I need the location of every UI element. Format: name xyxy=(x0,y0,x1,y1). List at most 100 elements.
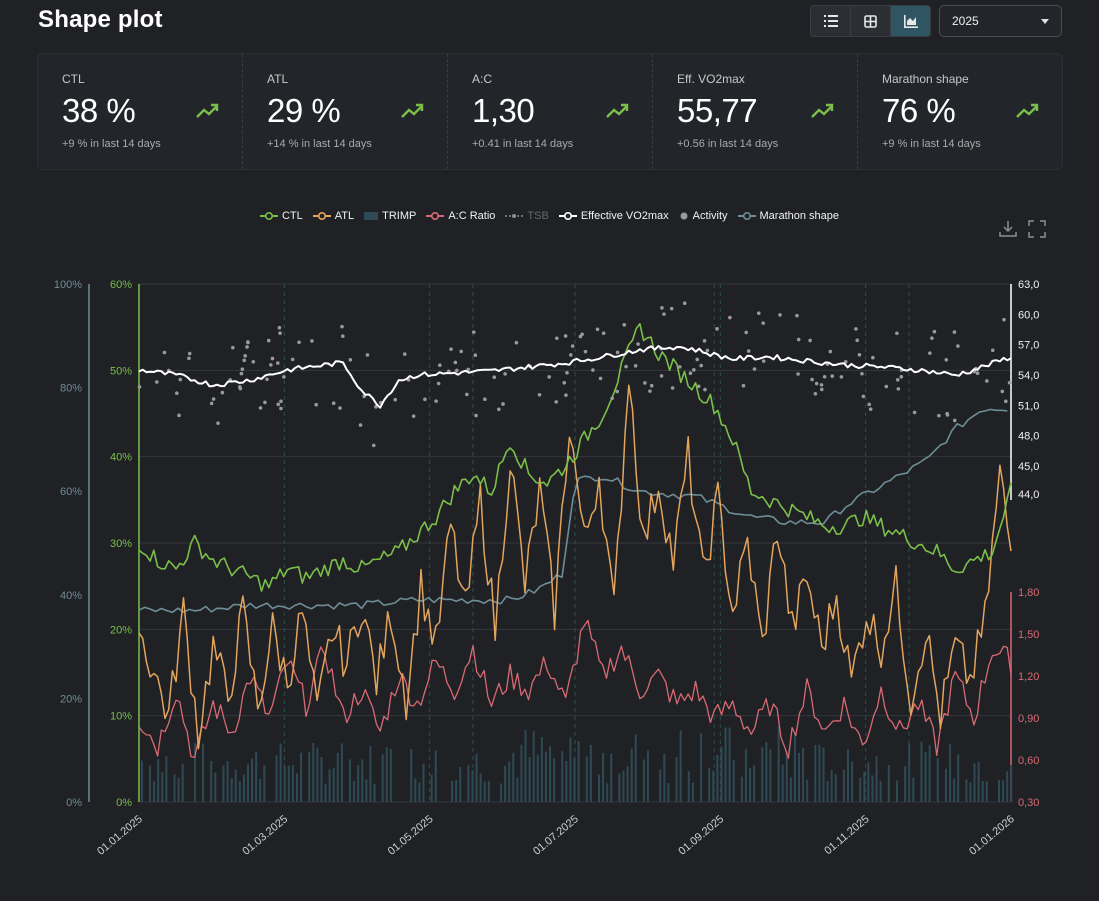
grid-view-button[interactable] xyxy=(851,6,891,36)
activity-point xyxy=(243,354,247,358)
trimp-bar xyxy=(598,774,601,802)
activity-point xyxy=(537,393,542,397)
legend-item-vo2[interactable]: Effective VO2max xyxy=(558,210,669,222)
trimp-bar xyxy=(667,783,670,802)
trimp-bar xyxy=(908,743,911,802)
activity-point xyxy=(975,371,980,376)
trimp-bar xyxy=(467,765,470,802)
activity-point xyxy=(554,400,558,404)
activity-point xyxy=(265,377,269,382)
activity-point xyxy=(436,381,441,386)
activity-point xyxy=(839,375,844,379)
trimp-bar xyxy=(471,770,474,802)
list-view-button[interactable] xyxy=(811,6,851,36)
legend-label: TSB xyxy=(527,210,549,222)
activity-point xyxy=(715,327,719,331)
trimp-bar xyxy=(422,763,425,802)
trimp-bar xyxy=(312,742,315,802)
activity-point xyxy=(944,357,949,362)
activity-point xyxy=(466,367,470,372)
axis-tick-load: 10% xyxy=(110,711,132,723)
trimp-bar xyxy=(177,777,180,802)
chevron-down-icon xyxy=(1041,18,1049,24)
trimp-bar xyxy=(161,772,164,802)
trimp-bar xyxy=(585,756,588,802)
trimp-bar xyxy=(630,748,633,802)
trimp-bar xyxy=(320,757,323,802)
activity-point xyxy=(276,402,281,407)
trimp-bar xyxy=(418,782,421,802)
activity-point xyxy=(591,368,595,372)
trimp-bar xyxy=(789,777,792,802)
axis-tick-load: 20% xyxy=(110,624,132,636)
trimp-bar xyxy=(642,759,645,802)
legend-item-ctl[interactable]: CTL xyxy=(259,210,303,222)
legend-item-activity[interactable]: Activity xyxy=(679,210,728,222)
activity-point xyxy=(871,355,875,360)
axis-tick-vo2: 63,0 xyxy=(1018,279,1039,291)
kpi-value: 38 % xyxy=(62,92,136,129)
trimp-bar xyxy=(153,781,156,802)
activity-point xyxy=(177,413,181,418)
trimp-bar xyxy=(1010,764,1013,802)
trimp-bar xyxy=(749,768,752,802)
activity-point xyxy=(930,336,934,340)
axis-tick-vo2: 51,0 xyxy=(1018,400,1039,412)
chart-view-button[interactable] xyxy=(891,6,930,36)
shape-chart[interactable]: 0% 20% 40% 60% 80% 100% 0% 10% 20% 30% 40% 50% 60% 44… xyxy=(0,270,1099,901)
legend-item-trimp[interactable]: TRIMP xyxy=(364,210,416,222)
trimp-bar xyxy=(226,761,229,802)
trimp-bar xyxy=(728,727,731,802)
trimp-bar xyxy=(732,759,735,802)
trimp-bar xyxy=(149,765,152,802)
activity-point xyxy=(633,364,638,368)
activity-point xyxy=(1004,399,1008,404)
activity-point xyxy=(290,357,295,362)
activity-point xyxy=(340,334,345,338)
trimp-bar xyxy=(777,726,780,802)
activity-point xyxy=(692,368,696,372)
axis-tick-date: 01.11.2025 xyxy=(822,813,871,857)
download-icon[interactable] xyxy=(999,220,1017,238)
trimp-bar xyxy=(246,764,249,802)
ctl-line xyxy=(138,322,1012,592)
legend-item-ac[interactable]: A:C Ratio xyxy=(426,210,495,222)
trimp-bar xyxy=(479,773,482,802)
fullscreen-icon[interactable] xyxy=(1028,220,1046,238)
legend-label: TRIMP xyxy=(382,210,417,222)
kpi-atl: ATL 29 % +14 % in last 14 days xyxy=(243,54,448,169)
trimp-bar xyxy=(973,763,976,802)
trimp-bar xyxy=(716,754,719,802)
activity-point xyxy=(695,357,700,362)
activity-point xyxy=(860,371,864,376)
legend-item-tsb[interactable]: TSB xyxy=(505,210,549,222)
kpi-delta: +14 % in last 14 days xyxy=(267,138,372,150)
trimp-bar xyxy=(781,764,784,802)
activity-point xyxy=(795,313,799,318)
trimp-bar xyxy=(793,734,796,802)
kpi-ctl: CTL 38 % +9 % in last 14 days xyxy=(38,54,243,169)
axis-tick-shape: 20% xyxy=(60,693,82,705)
kpi-delta: +9 % in last 14 days xyxy=(882,138,981,150)
page-title: Shape plot xyxy=(38,6,163,33)
activity-point xyxy=(411,414,416,418)
activity-point xyxy=(990,348,995,353)
axis-tick-load: 50% xyxy=(110,365,132,377)
activity-point xyxy=(269,363,273,367)
trimp-bar xyxy=(487,781,490,802)
trimp-bar xyxy=(357,765,360,802)
axis-tick-date: 01.07.2025 xyxy=(531,813,581,858)
trimp-bar xyxy=(291,765,294,802)
activity-point xyxy=(263,400,267,405)
trimp-bar xyxy=(279,743,282,802)
activity-point xyxy=(555,336,559,341)
legend-item-shape[interactable]: Marathon shape xyxy=(737,210,839,222)
activity-point xyxy=(220,390,225,395)
trimp-bar xyxy=(646,750,649,802)
activity-point xyxy=(348,358,353,362)
activity-point xyxy=(648,389,652,393)
trimp-bar xyxy=(622,770,625,802)
legend-item-atl[interactable]: ATL xyxy=(312,210,354,222)
year-select[interactable]: 2025 xyxy=(939,5,1062,37)
trimp-bar xyxy=(251,758,254,802)
